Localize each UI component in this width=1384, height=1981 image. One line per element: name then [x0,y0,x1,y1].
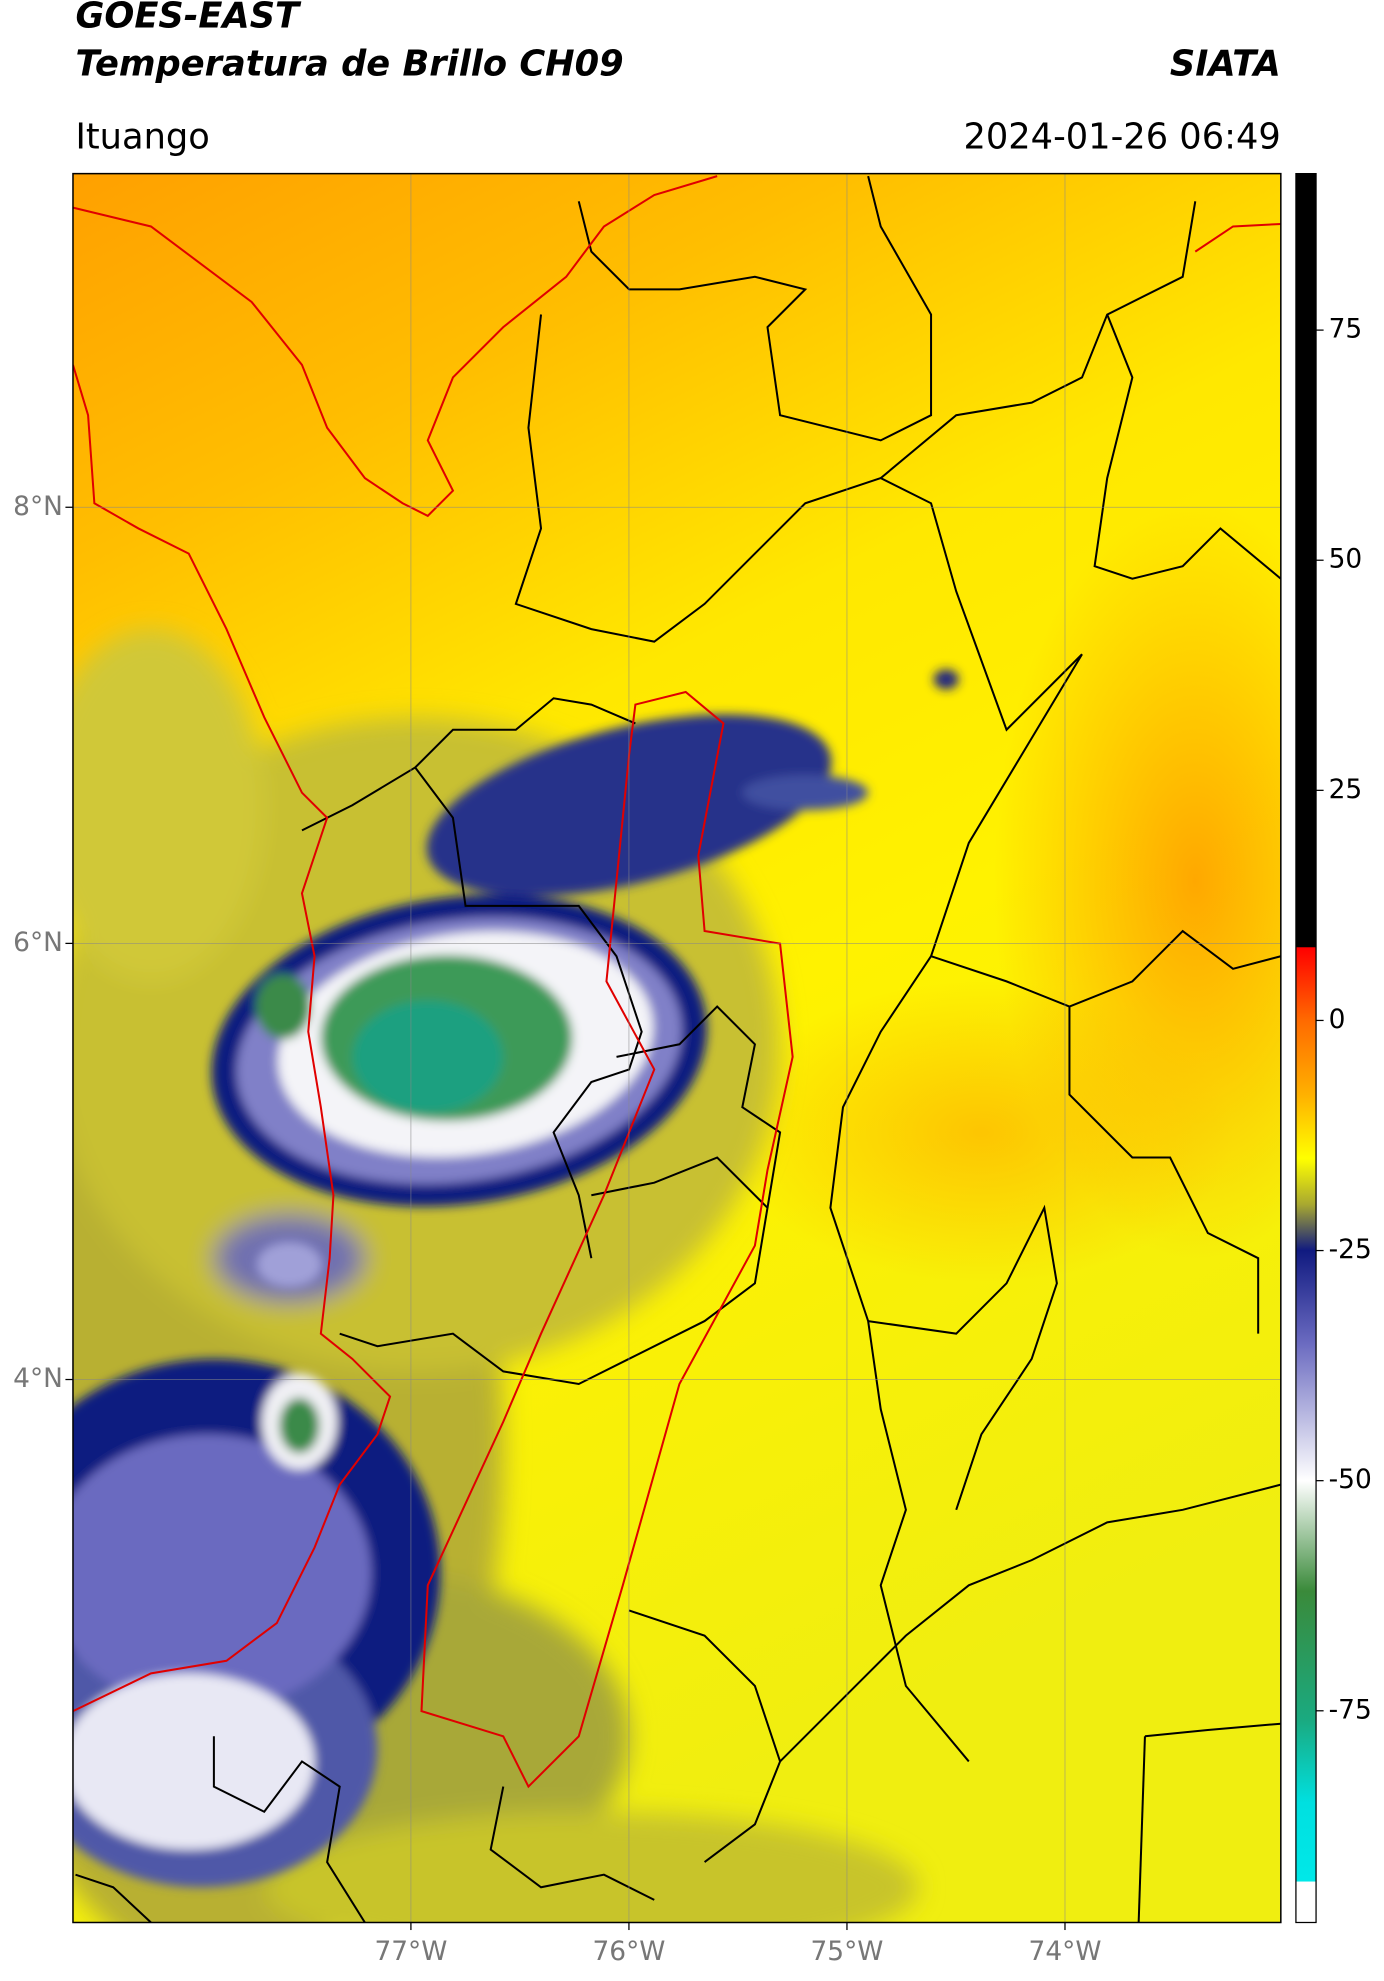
colorbar-tick-label: -75 [1329,1694,1372,1725]
colorbar-tick-label: 50 [1329,544,1363,575]
title: GOES-EAST [75,0,302,37]
x-tick-label: 77°W [374,1936,447,1967]
map-frame [72,172,1282,1924]
map-imagery [72,173,1281,1923]
source: SIATA [1170,43,1281,84]
colorbar-tick-label: -50 [1329,1464,1372,1495]
colorbar-tick-label: -25 [1329,1234,1372,1265]
y-tick-label: 8°N [13,491,63,522]
axes: 77°W 76°W 75°W 74°W 8°N 6°N 4°N 75 50 25 0 -25 -50 -7… [13,314,1372,1968]
x-tick-label: 76°W [592,1936,665,1967]
coastline [72,175,1281,1789]
x-tick-label: 74°W [1029,1936,1102,1967]
y-tick-label: 4°N [13,1363,63,1394]
colorbar-tick-label: 75 [1329,314,1363,345]
borders [75,175,1281,1923]
y-tick-label: 6°N [13,927,63,958]
x-tick-label: 75°W [810,1936,883,1967]
colorbar-tick-label: 0 [1329,1004,1346,1035]
location: Ituango [75,116,209,157]
datetime: 2024-01-26 06:49 [963,116,1280,157]
grid [72,173,1281,1923]
colorbar [1295,172,1317,1924]
colorbar-tick-label: 25 [1329,774,1363,805]
subtitle: Temperatura de Brillo CH09 [75,43,623,84]
